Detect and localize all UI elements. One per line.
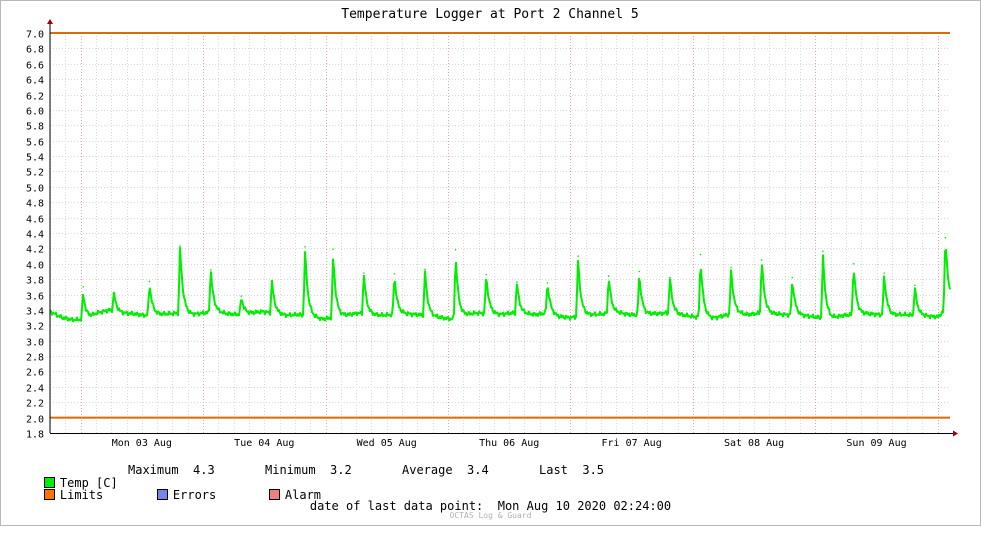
watermark: OCTAS Log & Guard bbox=[449, 511, 532, 520]
series-point bbox=[883, 272, 885, 274]
y-tick-label: 4.4 bbox=[26, 230, 44, 241]
series-point bbox=[699, 253, 702, 256]
y-tick-label: 2.0 bbox=[26, 415, 44, 426]
stat-last-label: Last bbox=[539, 463, 568, 477]
x-tick-label: Sat 08 Aug bbox=[724, 438, 784, 449]
y-tick-label: 4.2 bbox=[26, 245, 44, 256]
y-tick-label: 6.4 bbox=[26, 76, 44, 87]
y-tick-label: 6.2 bbox=[26, 92, 44, 103]
stat-maximum: Maximum 4.3 bbox=[128, 464, 215, 477]
series-point bbox=[669, 276, 671, 279]
stat-maximum-label: Maximum bbox=[128, 463, 179, 477]
series-point bbox=[424, 268, 426, 270]
y-tick-label: 2.4 bbox=[26, 384, 44, 395]
stat-minimum-value: 3.2 bbox=[330, 463, 352, 477]
legend-label-limits: Limits bbox=[59, 488, 104, 502]
x-axis-arrow bbox=[953, 430, 958, 437]
temperature-chart: Temperature Logger at Port 2 Channel 5 1… bbox=[26, 7, 958, 449]
x-tick-label: Mon 03 Aug bbox=[112, 438, 172, 449]
series-point bbox=[730, 266, 732, 269]
y-tick-label: 5.4 bbox=[26, 153, 44, 164]
legend-swatch-alarm bbox=[268, 489, 280, 500]
series-point bbox=[760, 259, 763, 261]
legend-row-2: Limits Errors Alarm bbox=[15, 476, 321, 502]
series-point bbox=[304, 246, 306, 248]
y-tick-label: 6.0 bbox=[26, 107, 44, 118]
y-tick-label: 1.8 bbox=[26, 430, 44, 441]
legend-label-errors: Errors bbox=[172, 488, 217, 502]
series-point bbox=[393, 272, 396, 275]
series-point bbox=[271, 280, 273, 283]
series-point bbox=[148, 280, 151, 283]
y-tick-label: 3.8 bbox=[26, 276, 44, 287]
series-point bbox=[913, 284, 916, 287]
stat-last-value: 3.5 bbox=[582, 463, 605, 477]
stat-average-value: 3.4 bbox=[467, 463, 489, 477]
series-point bbox=[822, 250, 824, 253]
legend-swatch-temp bbox=[43, 477, 55, 488]
series-line-temp bbox=[49, 246, 951, 323]
y-tick-label: 5.8 bbox=[26, 122, 44, 133]
chart-frame bbox=[0, 0, 981, 526]
last-data-point-label: date of last data point: bbox=[309, 499, 484, 513]
y-tick-label: 6.8 bbox=[26, 45, 44, 56]
stat-average: Average 3.4 bbox=[402, 464, 489, 477]
stat-minimum: Minimum 3.2 bbox=[265, 464, 352, 477]
series-point bbox=[485, 273, 488, 276]
legend-label-temp: Temp [C] bbox=[59, 476, 118, 490]
stat-maximum-value: 4.3 bbox=[193, 463, 215, 477]
y-tick-label: 3.6 bbox=[26, 292, 44, 303]
legend-item-temp: Temp [C] bbox=[15, 464, 118, 503]
series-point bbox=[454, 249, 457, 251]
series-point bbox=[944, 236, 947, 239]
series-point bbox=[209, 269, 212, 271]
y-tick-label: 5.0 bbox=[26, 184, 44, 195]
y-tick-label: 4.6 bbox=[26, 215, 44, 226]
y-tick-label: 2.6 bbox=[26, 368, 44, 379]
y-tick-label: 3.0 bbox=[26, 338, 44, 349]
legend-swatch-errors bbox=[156, 489, 168, 500]
last-data-point: date of last data point: Mon Aug 10 2020… bbox=[0, 499, 981, 513]
last-data-point-value: Mon Aug 10 2020 02:24:00 bbox=[497, 499, 672, 513]
series-point bbox=[577, 255, 579, 257]
y-tick-label: 7.0 bbox=[26, 30, 44, 41]
stat-average-label: Average bbox=[402, 463, 453, 477]
series-point bbox=[112, 294, 115, 297]
legend-swatch-limits bbox=[43, 489, 55, 500]
legend-item-alarm: Alarm bbox=[240, 476, 321, 515]
y-tick-label: 5.6 bbox=[26, 138, 44, 149]
series-point bbox=[516, 281, 518, 284]
series-point bbox=[179, 245, 181, 247]
series-point bbox=[791, 276, 794, 279]
chart-title: Temperature Logger at Port 2 Channel 5 bbox=[341, 7, 638, 22]
y-tick-label: 4.0 bbox=[26, 261, 44, 272]
series-point bbox=[638, 270, 641, 273]
y-tick-label: 2.2 bbox=[26, 399, 44, 410]
y-tick-label: 3.2 bbox=[26, 322, 44, 333]
series-point bbox=[607, 275, 610, 277]
series-point bbox=[332, 248, 334, 250]
y-tick-label: 3.4 bbox=[26, 307, 44, 318]
series-point bbox=[82, 286, 84, 288]
y-tick-label: 6.6 bbox=[26, 61, 44, 72]
stat-minimum-label: Minimum bbox=[265, 463, 316, 477]
series-point bbox=[240, 295, 243, 297]
legend-label-alarm: Alarm bbox=[284, 488, 322, 502]
y-axis-arrow bbox=[47, 19, 53, 24]
y-tick-label: 5.2 bbox=[26, 168, 44, 179]
series-point bbox=[852, 262, 855, 265]
series-point bbox=[546, 282, 549, 284]
series-point bbox=[362, 272, 365, 274]
x-tick-label: Fri 07 Aug bbox=[602, 438, 662, 449]
legend-item-errors: Errors bbox=[128, 476, 216, 515]
legend-item-limits: Limits bbox=[15, 476, 103, 515]
y-tick-label: 4.8 bbox=[26, 199, 44, 210]
stat-last: Last 3.5 bbox=[539, 464, 604, 477]
x-tick-label: Thu 06 Aug bbox=[479, 438, 539, 449]
x-tick-label: Sun 09 Aug bbox=[846, 438, 906, 449]
x-tick-label: Tue 04 Aug bbox=[234, 438, 294, 449]
legend-row-1: Temp [C] Maximum 4.3 Minimum 3.2 Average… bbox=[15, 464, 604, 490]
x-tick-label: Wed 05 Aug bbox=[357, 438, 417, 449]
y-tick-label: 2.8 bbox=[26, 353, 44, 364]
